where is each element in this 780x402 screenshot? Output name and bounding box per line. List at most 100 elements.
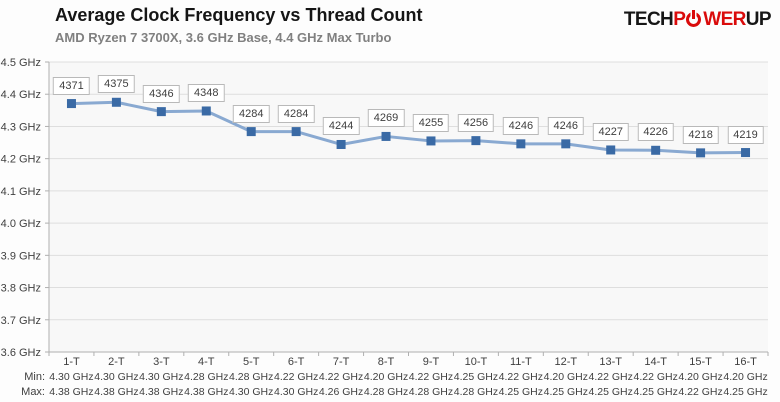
footer-value: 4.30 GHz bbox=[273, 386, 319, 398]
footer-value: 4.20 GHz bbox=[723, 371, 768, 383]
footer-value: 4.30 GHz bbox=[94, 371, 139, 383]
series-line bbox=[69, 100, 748, 155]
footer-value: 4.25 GHz bbox=[723, 386, 768, 398]
data-point-marker bbox=[291, 127, 301, 137]
footer-row-label: Min: bbox=[24, 371, 45, 383]
data-point-label: 4246 bbox=[502, 116, 540, 135]
data-point-marker bbox=[651, 145, 661, 155]
data-point-label: 4348 bbox=[188, 83, 225, 102]
data-point-marker bbox=[561, 139, 571, 149]
data-point-label: 4284 bbox=[232, 104, 270, 123]
footer-value: 4.20 GHz bbox=[678, 371, 723, 383]
x-category-label: 4-T bbox=[198, 356, 215, 368]
footer-value: 4.30 GHz bbox=[49, 371, 94, 383]
data-point-marker bbox=[156, 107, 166, 117]
x-category-label: 3-T bbox=[153, 356, 170, 368]
x-category-label: 5-T bbox=[242, 356, 260, 368]
data-point-label: 4246 bbox=[547, 116, 585, 135]
footer-value: 4.38 GHz bbox=[94, 386, 139, 398]
x-category-label: 12-T bbox=[554, 356, 578, 368]
footer-value: 4.25 GHz bbox=[498, 386, 544, 398]
y-tick-label: 4.4 GHz bbox=[1, 89, 41, 101]
x-category-label: 6-T bbox=[287, 356, 305, 368]
data-point-marker bbox=[111, 97, 121, 107]
data-point-marker bbox=[426, 136, 436, 146]
data-point-marker bbox=[246, 127, 256, 137]
logo-text-tech: TECH bbox=[623, 9, 674, 30]
y-tick-label: 3.9 GHz bbox=[1, 250, 41, 262]
footer-value: 4.28 GHz bbox=[453, 386, 499, 398]
y-tick-label: 3.8 GHz bbox=[1, 283, 41, 295]
x-category-label: 1-T bbox=[63, 356, 80, 368]
footer-value: 4.30 GHz bbox=[139, 371, 184, 383]
data-point-marker bbox=[696, 148, 706, 158]
footer-value: 4.25 GHz bbox=[453, 371, 499, 383]
x-category-label: 8-T bbox=[377, 356, 395, 368]
footer-value: 4.38 GHz bbox=[184, 386, 229, 398]
data-point-marker bbox=[741, 148, 751, 158]
x-category-label: 10-T bbox=[464, 356, 488, 368]
footer-value: 4.25 GHz bbox=[543, 386, 588, 398]
footer-value: 4.28 GHz bbox=[408, 386, 454, 398]
y-tick-label: 4.3 GHz bbox=[1, 121, 41, 133]
data-point-label: 4255 bbox=[412, 113, 450, 132]
footer-value: 4.20 GHz bbox=[363, 371, 409, 383]
footer-value: 4.22 GHz bbox=[273, 371, 319, 383]
data-point-label: 4218 bbox=[682, 125, 719, 144]
footer-value: 4.30 GHz bbox=[229, 386, 274, 398]
data-point-marker bbox=[336, 139, 346, 149]
footer-value: 4.22 GHz bbox=[408, 371, 454, 383]
x-category-label: 11-T bbox=[509, 356, 532, 368]
data-point-label: 4256 bbox=[457, 113, 495, 132]
x-category-label: 16-T bbox=[734, 356, 757, 368]
footer-value: 4.28 GHz bbox=[184, 371, 229, 383]
x-category-label: 15-T bbox=[689, 356, 712, 368]
data-point-label: 4226 bbox=[637, 123, 674, 142]
y-tick-label: 3.6 GHz bbox=[1, 347, 41, 359]
logo-text-up: UP bbox=[745, 9, 772, 30]
footer-value: 4.38 GHz bbox=[49, 386, 94, 398]
chart-subtitle: AMD Ryzen 7 3700X, 3.6 GHz Base, 4.4 GHz… bbox=[55, 30, 392, 45]
footer-value: 4.25 GHz bbox=[588, 386, 633, 398]
footer-value: 4.20 GHz bbox=[543, 371, 588, 383]
logo-text-wer: WER bbox=[703, 9, 746, 30]
data-point-marker bbox=[471, 136, 481, 146]
data-point-marker bbox=[66, 99, 76, 109]
y-tick-label: 4.0 GHz bbox=[1, 218, 41, 230]
footer-value: 4.22 GHz bbox=[498, 371, 544, 383]
x-category-label: 2-T bbox=[108, 356, 125, 368]
y-tick-label: 4.2 GHz bbox=[1, 154, 41, 166]
data-point-label: 4284 bbox=[277, 104, 315, 123]
footer-value: 4.22 GHz bbox=[633, 371, 678, 383]
data-point-marker bbox=[381, 131, 391, 141]
data-point-label: 4269 bbox=[367, 109, 405, 128]
data-point-label: 4219 bbox=[727, 125, 764, 144]
x-category-label: 7-T bbox=[332, 356, 350, 368]
chart-title: Average Clock Frequency vs Thread Count bbox=[55, 5, 423, 25]
data-point-label: 4227 bbox=[592, 122, 629, 141]
data-point-label: 4346 bbox=[143, 84, 180, 103]
power-icon bbox=[686, 10, 702, 27]
footer-value: 4.22 GHz bbox=[588, 371, 633, 383]
x-category-label: 9-T bbox=[422, 356, 440, 368]
data-point-label: 4244 bbox=[322, 117, 360, 136]
y-tick-label: 4.1 GHz bbox=[1, 186, 41, 198]
x-category-label: 13-T bbox=[599, 356, 623, 368]
footer-value: 4.22 GHz bbox=[318, 371, 364, 383]
data-point-marker bbox=[516, 139, 526, 149]
power-icon-bar bbox=[692, 10, 696, 19]
data-point-label: 4375 bbox=[98, 75, 135, 94]
footer-row-label: Max: bbox=[21, 386, 45, 398]
data-point-label: 4371 bbox=[53, 76, 90, 95]
footer-value: 4.26 GHz bbox=[318, 386, 364, 398]
logo-text-p: P bbox=[673, 9, 686, 30]
footer-value: 4.28 GHz bbox=[229, 371, 274, 383]
footer-value: 4.38 GHz bbox=[139, 386, 184, 398]
footer-value: 4.22 GHz bbox=[678, 386, 723, 398]
footer-value: 4.28 GHz bbox=[363, 386, 409, 398]
techpowerup-logo: TECHP WERUP bbox=[623, 9, 772, 31]
data-point-marker bbox=[201, 106, 211, 116]
data-point-marker bbox=[606, 145, 616, 155]
